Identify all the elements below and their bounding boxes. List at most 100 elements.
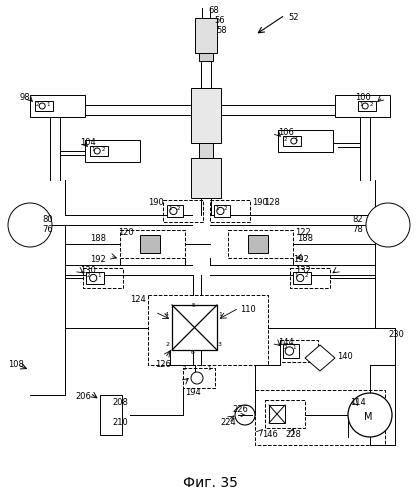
- Text: 1: 1: [294, 137, 298, 142]
- Text: 188: 188: [297, 234, 313, 243]
- Text: 2: 2: [370, 102, 373, 107]
- Bar: [248, 235, 268, 253]
- Text: 2: 2: [284, 137, 288, 142]
- Text: 224: 224: [220, 418, 236, 427]
- Text: 114: 114: [350, 398, 366, 407]
- Polygon shape: [305, 345, 335, 371]
- Bar: [191, 158, 221, 198]
- Text: 132: 132: [295, 266, 311, 275]
- Text: 100: 100: [355, 93, 371, 102]
- Text: 210: 210: [112, 418, 128, 427]
- Circle shape: [8, 203, 52, 247]
- Bar: [35, 101, 53, 111]
- Text: 4: 4: [165, 312, 169, 317]
- Bar: [278, 130, 333, 152]
- Bar: [148, 295, 268, 365]
- Bar: [335, 95, 390, 117]
- Text: 188: 188: [90, 234, 106, 243]
- Bar: [265, 400, 305, 428]
- Text: 190: 190: [252, 198, 268, 207]
- Circle shape: [170, 208, 177, 214]
- Bar: [120, 230, 185, 258]
- Text: Фиг. 35: Фиг. 35: [183, 476, 237, 490]
- Bar: [195, 18, 217, 53]
- Circle shape: [366, 203, 410, 247]
- Text: 52: 52: [288, 13, 299, 22]
- Text: 2: 2: [223, 206, 227, 211]
- Text: 126: 126: [155, 360, 171, 369]
- Text: 2: 2: [102, 147, 105, 152]
- Bar: [172, 305, 217, 350]
- Bar: [283, 344, 299, 358]
- Text: 192: 192: [90, 255, 106, 264]
- Bar: [140, 235, 160, 253]
- Circle shape: [217, 208, 224, 214]
- Text: 146: 146: [262, 430, 278, 439]
- Bar: [199, 143, 213, 158]
- Bar: [283, 136, 301, 146]
- Text: 2: 2: [183, 366, 186, 371]
- Bar: [293, 272, 311, 284]
- Circle shape: [39, 103, 45, 109]
- Text: 1: 1: [91, 147, 94, 152]
- Text: 106: 106: [278, 128, 294, 137]
- Text: 206: 206: [75, 392, 91, 401]
- Bar: [90, 146, 108, 156]
- Circle shape: [348, 393, 392, 437]
- Text: 228: 228: [285, 430, 301, 439]
- Text: 108: 108: [8, 360, 24, 369]
- Bar: [183, 368, 215, 388]
- Bar: [85, 140, 140, 162]
- Text: 82: 82: [352, 215, 362, 224]
- Text: 226: 226: [232, 405, 248, 414]
- Circle shape: [362, 103, 368, 109]
- Text: 144: 144: [278, 338, 294, 347]
- Bar: [210, 200, 250, 222]
- Circle shape: [89, 274, 97, 281]
- Bar: [255, 390, 385, 445]
- Text: 1: 1: [97, 273, 101, 278]
- Bar: [228, 230, 293, 258]
- Text: 1: 1: [359, 102, 362, 107]
- Text: 208: 208: [112, 398, 128, 407]
- Text: 1: 1: [218, 312, 222, 317]
- Text: 3: 3: [218, 342, 222, 347]
- Text: 5: 5: [191, 303, 195, 308]
- Text: 1: 1: [215, 206, 218, 211]
- Circle shape: [285, 347, 294, 355]
- Text: 2: 2: [165, 342, 169, 347]
- Bar: [214, 205, 230, 217]
- Text: 130: 130: [80, 266, 96, 275]
- Text: 140: 140: [337, 352, 353, 361]
- Bar: [290, 268, 330, 288]
- Circle shape: [94, 148, 100, 154]
- Circle shape: [191, 372, 203, 384]
- Bar: [163, 200, 203, 222]
- Text: 56: 56: [214, 16, 225, 25]
- Text: 2: 2: [87, 273, 90, 278]
- Bar: [199, 53, 213, 61]
- Text: 1: 1: [47, 102, 50, 107]
- Text: 122: 122: [295, 228, 311, 237]
- Text: 6: 6: [191, 350, 195, 355]
- Text: 230: 230: [388, 330, 404, 339]
- Text: 80: 80: [42, 215, 52, 224]
- Text: M: M: [364, 412, 373, 422]
- Text: 110: 110: [240, 305, 256, 314]
- Text: 128: 128: [264, 198, 280, 207]
- Bar: [280, 340, 318, 362]
- Bar: [86, 272, 104, 284]
- Text: 2: 2: [176, 206, 180, 211]
- Text: 190: 190: [148, 198, 164, 207]
- Text: 2: 2: [284, 345, 288, 350]
- Text: 194: 194: [185, 388, 201, 397]
- Bar: [30, 95, 85, 117]
- Text: 1: 1: [294, 273, 297, 278]
- Text: 1: 1: [292, 345, 296, 350]
- Text: 58: 58: [216, 26, 227, 35]
- Text: 98: 98: [20, 93, 31, 102]
- Text: 2: 2: [36, 102, 39, 107]
- Text: 1: 1: [207, 366, 210, 371]
- Bar: [358, 101, 376, 111]
- Circle shape: [297, 274, 304, 281]
